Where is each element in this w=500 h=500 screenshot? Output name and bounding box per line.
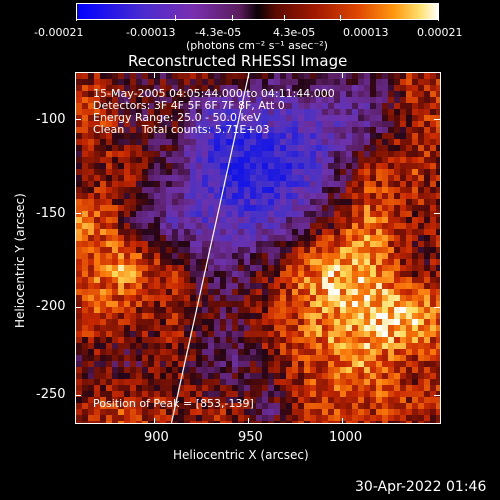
x-axis-label: Heliocentric X (arcsec) [173,448,309,462]
colorbar-tick-label: 0.00013 [343,26,389,39]
footer-timestamp: 30-Apr-2022 01:46 [355,479,487,495]
solar-limb-line [170,73,250,423]
info-time-range: 15-May-2005 04:05:44.000 to 04:11:44.000 [93,87,335,100]
info-energy-range: Energy Range: 25.0 - 50.0 keV [93,111,261,124]
y-tick-label: -200 [36,299,66,314]
info-clean-counts: Clean Total counts: 5.71E+03 [93,123,270,136]
colorbar [76,3,439,20]
colorbar-tick-label: -4.3e-05 [195,26,242,39]
info-detectors: Detectors: 3F 4F 5F 6F 7F 8F, Att 0 [93,99,285,112]
y-tick-label: -250 [36,387,66,402]
heatmap-image [76,73,440,423]
plot-title: Reconstructed RHESSI Image [128,52,348,70]
y-axis-label: Heliocentric Y (arcsec) [13,193,27,328]
image-plot [75,72,441,424]
colorbar-tick-label: 0.00021 [417,26,463,39]
x-tick-label: 900 [144,430,169,445]
colorbar-tick-label: 4.3e-05 [273,26,316,39]
x-tick-label: 950 [238,430,263,445]
x-tick-label: 1000 [329,430,363,445]
peak-position-label: Position of Peak = [853,-139] [93,397,254,410]
y-tick-label: -100 [36,112,66,127]
y-tick-label: -150 [36,206,66,221]
colorbar-tick-label: -0.00021 [34,26,84,39]
colorbar-units: (photons cm⁻² s⁻¹ asec⁻²) [186,39,328,52]
colorbar-tick-label: -0.00013 [126,26,176,39]
